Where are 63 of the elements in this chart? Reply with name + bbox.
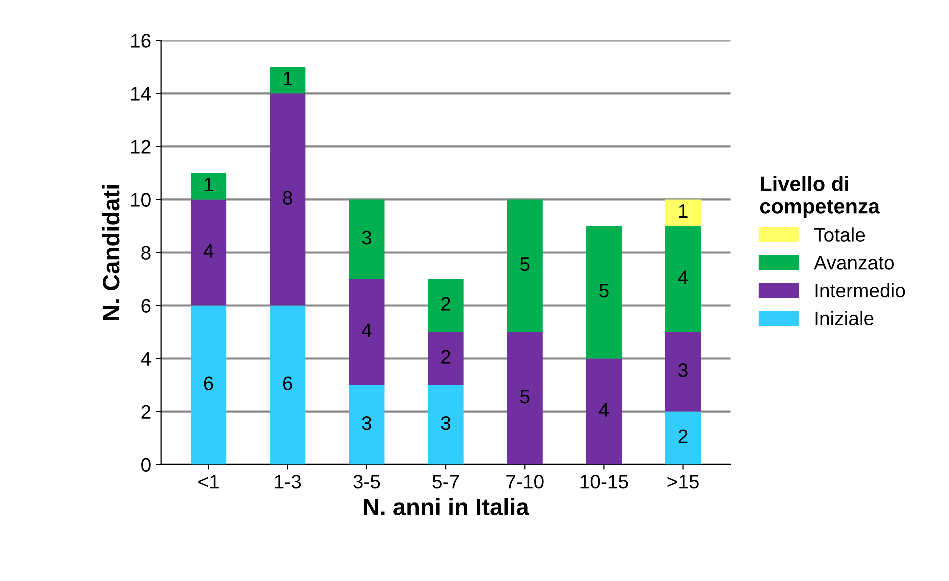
y-tick-label: 8 — [142, 246, 151, 260]
data-label: 5 — [600, 284, 609, 298]
y-tick-label: 10 — [131, 193, 151, 207]
x-tick-label: 10-15 — [580, 475, 628, 489]
data-label: 3 — [441, 416, 451, 430]
y-tick-label: 16 — [131, 34, 151, 48]
legend-label: Totale — [814, 228, 866, 242]
x-tick-label: 3-5 — [354, 475, 380, 489]
x-tick-label: <1 — [198, 475, 219, 489]
legend-title: Livello di competenza — [760, 176, 880, 218]
data-label: 2 — [678, 430, 688, 444]
legend-label: Intermedio — [816, 283, 906, 298]
bar — [190, 306, 227, 465]
data-label: 5 — [520, 258, 530, 272]
y-tick-label: 0 — [142, 458, 151, 472]
y-axis-title: N. Candidati — [102, 186, 120, 320]
bar — [665, 332, 702, 412]
data-label: 3 — [362, 230, 372, 245]
bar — [270, 306, 306, 465]
data-label: 3 — [678, 363, 688, 378]
x-tick-label: 1-3 — [275, 475, 302, 489]
y-tick-label: 12 — [131, 140, 151, 154]
data-label: 2 — [442, 297, 450, 311]
bar — [270, 94, 306, 306]
y-tick-label: 14 — [131, 87, 152, 101]
y-tick-label: 4 — [141, 352, 152, 366]
data-label: 1 — [204, 178, 214, 192]
data-label: 4 — [678, 270, 688, 284]
legend-label: Avanzato — [814, 256, 894, 270]
x-tick-label: >15 — [668, 475, 699, 489]
bar — [190, 173, 227, 200]
bar — [665, 200, 702, 226]
bar — [270, 67, 306, 94]
bar — [665, 412, 702, 465]
x-tick-label: 5-7 — [432, 475, 460, 489]
bar — [428, 279, 464, 332]
data-label: 8 — [283, 191, 292, 205]
bar — [507, 332, 543, 465]
data-label: 4 — [599, 403, 610, 417]
bar — [349, 200, 385, 280]
bar — [428, 385, 464, 465]
data-label: 5 — [520, 390, 530, 404]
bar — [190, 200, 227, 306]
y-tick-label: 2 — [142, 405, 151, 419]
data-label: 6 — [204, 376, 214, 390]
data-label: 3 — [362, 416, 372, 430]
data-label: 1 — [284, 72, 292, 86]
data-label: 6 — [283, 376, 292, 390]
bar — [428, 332, 464, 386]
data-label: 2 — [442, 350, 450, 364]
x-tick-label: 7-10 — [506, 475, 544, 489]
x-axis-title: N. anni in Italia — [364, 498, 530, 516]
bar — [349, 279, 385, 386]
data-label: 4 — [362, 324, 372, 338]
y-tick-label: 6 — [142, 299, 151, 313]
bar — [665, 226, 702, 332]
bar — [507, 200, 543, 332]
bar — [586, 358, 622, 465]
data-label: 4 — [204, 244, 214, 258]
data-label: 1 — [679, 204, 688, 218]
bar — [586, 226, 622, 359]
bar — [349, 385, 385, 465]
legend-label: Iniziale — [816, 311, 874, 326]
